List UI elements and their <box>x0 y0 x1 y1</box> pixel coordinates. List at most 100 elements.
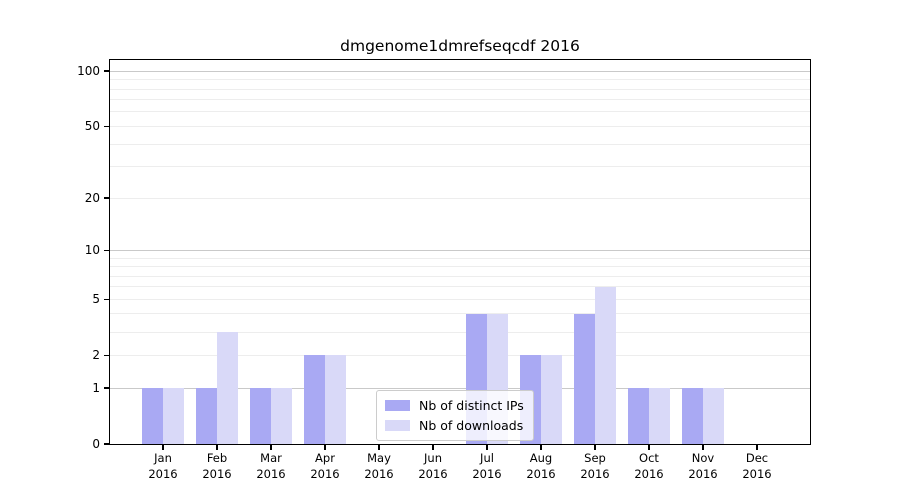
y-tick-label-2: 2 <box>92 348 100 363</box>
gridline-minor-6 <box>110 286 810 288</box>
y-tick-mark-0 <box>103 443 110 445</box>
x-tick-label-mar: Mar 2016 <box>243 450 299 482</box>
x-tick-month: Mar <box>260 451 282 465</box>
bar-nb-of-downloads-feb-2016 <box>217 332 238 444</box>
gridline-minor-60 <box>110 111 810 113</box>
x-tick-mark-jul <box>486 444 488 450</box>
x-tick-month: Sep <box>584 451 606 465</box>
legend-label-downloads: Nb of downloads <box>419 418 524 433</box>
y-tick-mark-50 <box>103 125 110 128</box>
x-tick-month: Jul <box>480 451 494 465</box>
y-tick-mark-1 <box>103 387 110 389</box>
x-tick-year: 2016 <box>526 467 556 481</box>
y-tick-mark-100 <box>103 70 110 72</box>
x-tick-month: Jan <box>154 451 172 465</box>
y-tick-label-20: 20 <box>84 191 100 206</box>
x-tick-label-jan: Jan 2016 <box>135 450 191 482</box>
bar-nb-of-downloads-apr-2016 <box>325 355 346 444</box>
y-tick-mark-2 <box>103 354 110 356</box>
x-tick-label-oct: Oct 2016 <box>621 450 677 482</box>
x-tick-label-aug: Aug 2016 <box>513 450 569 482</box>
x-tick-label-nov: Nov 2016 <box>675 450 731 482</box>
gridline-minor-30 <box>110 166 810 168</box>
x-tick-label-sep: Sep 2016 <box>567 450 623 482</box>
gridline-minor-40 <box>110 143 810 145</box>
y-tick-label-50: 50 <box>84 119 100 134</box>
x-tick-month: May <box>367 451 391 465</box>
x-tick-year: 2016 <box>472 467 502 481</box>
gridline-minor-80 <box>110 88 810 90</box>
x-tick-year: 2016 <box>688 467 718 481</box>
x-tick-label-jul: Jul 2016 <box>459 450 515 482</box>
y-tick-mark-5 <box>103 298 110 300</box>
x-tick-month: Jun <box>424 451 442 465</box>
gridline-minor-20 <box>110 197 810 199</box>
x-tick-year: 2016 <box>634 467 664 481</box>
x-tick-month: Aug <box>529 451 553 465</box>
gridline-minor-9 <box>110 257 810 259</box>
x-tick-mark-aug <box>540 444 542 450</box>
y-tick-label-5: 5 <box>92 292 100 307</box>
bar-nb-of-distinct-ips-jan-2016 <box>142 388 163 444</box>
y-tick-label-0: 0 <box>92 437 100 451</box>
x-tick-mark-nov <box>702 444 704 450</box>
x-tick-month: Nov <box>691 451 715 465</box>
x-tick-mark-feb <box>216 444 218 450</box>
gridline-minor-3 <box>110 331 810 333</box>
gridline-minor-5 <box>110 298 810 300</box>
bar-nb-of-distinct-ips-feb-2016 <box>196 388 217 444</box>
x-tick-mark-may <box>378 444 380 450</box>
x-tick-year: 2016 <box>202 467 232 481</box>
gridline-minor-8 <box>110 266 810 267</box>
legend: Nb of distinct IPs Nb of downloads <box>376 390 534 441</box>
chart-title: dmgenome1dmrefseqcdf 2016 <box>340 37 580 55</box>
gridline-major-10 <box>110 249 810 251</box>
legend-swatch-distinct-ips <box>385 400 410 411</box>
gridline-major-100 <box>110 70 810 72</box>
x-tick-month: Oct <box>639 451 659 465</box>
gridline-minor-2 <box>110 354 810 356</box>
x-tick-month: Feb <box>206 451 228 465</box>
bar-nb-of-downloads-aug-2016 <box>541 355 562 444</box>
x-tick-label-dec: Dec 2016 <box>729 450 785 482</box>
y-tick-label-1: 1 <box>92 381 100 395</box>
x-tick-year: 2016 <box>580 467 610 481</box>
x-tick-year: 2016 <box>364 467 394 481</box>
gridline-major-1 <box>110 387 810 389</box>
x-tick-mark-mar <box>270 444 272 450</box>
legend-item-distinct-ips: Nb of distinct IPs <box>385 398 524 413</box>
x-tick-mark-oct <box>648 444 650 450</box>
gridline-minor-70 <box>110 99 810 101</box>
y-tick-mark-10 <box>103 249 110 252</box>
bar-nb-of-distinct-ips-apr-2016 <box>304 355 325 444</box>
gridline-minor-50 <box>110 125 810 127</box>
bar-nb-of-downloads-mar-2016 <box>271 388 292 444</box>
x-tick-year: 2016 <box>256 467 286 481</box>
bar-nb-of-downloads-oct-2016 <box>649 388 670 444</box>
bar-nb-of-distinct-ips-sep-2016 <box>574 313 595 444</box>
x-tick-year: 2016 <box>148 467 178 481</box>
y-tick-label-100: 100 <box>77 64 100 79</box>
x-tick-year: 2016 <box>742 467 772 481</box>
x-tick-label-jun: Jun 2016 <box>405 450 461 482</box>
bar-nb-of-downloads-sep-2016 <box>595 286 616 444</box>
x-tick-label-apr: Apr 2016 <box>297 450 353 482</box>
bar-nb-of-distinct-ips-oct-2016 <box>628 388 649 444</box>
legend-item-downloads: Nb of downloads <box>385 418 524 433</box>
x-tick-mark-jan <box>162 444 164 450</box>
bar-nb-of-downloads-nov-2016 <box>703 388 724 444</box>
y-tick-label-10: 10 <box>84 243 100 258</box>
gridline-minor-7 <box>110 275 810 277</box>
bar-nb-of-distinct-ips-nov-2016 <box>682 388 703 444</box>
bar-nb-of-distinct-ips-mar-2016 <box>250 388 271 444</box>
y-tick-mark-20 <box>103 197 110 199</box>
x-tick-mark-apr <box>324 444 326 450</box>
x-tick-year: 2016 <box>310 467 340 481</box>
x-tick-mark-sep <box>594 444 596 450</box>
gridline-minor-4 <box>110 313 810 315</box>
plot-area: Nb of distinct IPs Nb of downloads <box>110 60 810 444</box>
x-tick-mark-jun <box>432 444 434 450</box>
bar-nb-of-downloads-jan-2016 <box>163 388 184 444</box>
x-tick-label-may: May 2016 <box>351 450 407 482</box>
